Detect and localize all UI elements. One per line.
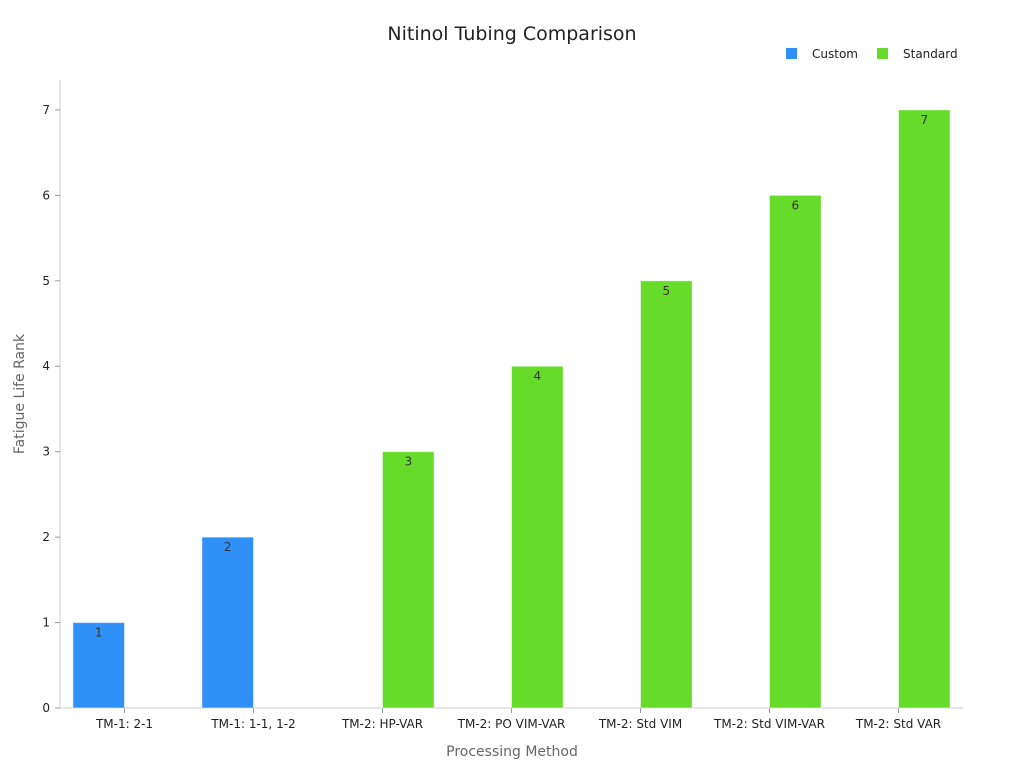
legend: Custom Standard (786, 47, 958, 61)
bar-value-label: 1 (95, 626, 103, 640)
y-tick-label: 5 (42, 274, 50, 288)
bar-standard (640, 280, 693, 709)
x-tick-label: TM-1: 2-1 (95, 717, 153, 731)
x-ticks: TM-1: 2-1 TM-1: 1-1, 1-2 TM-2: HP-VAR TM-2:… (95, 708, 941, 731)
legend-item-custom: Custom (786, 47, 858, 61)
x-tick-label: TM-2: PO VIM-VAR (457, 717, 566, 731)
x-axis-label: Processing Method (446, 744, 578, 760)
bar-standard (382, 451, 435, 709)
bar-custom (201, 536, 254, 709)
y-tick-label: 2 (42, 530, 50, 544)
bar-custom (72, 622, 125, 709)
legend-swatch (786, 48, 797, 59)
legend-swatch (877, 48, 888, 59)
x-tick-label: TM-1: 1-1, 1-2 (210, 717, 295, 731)
y-ticks: 0 1 2 3 4 5 6 7 (42, 103, 60, 715)
y-tick-label: 1 (42, 616, 50, 630)
y-tick-label: 4 (42, 359, 50, 373)
bar-value-label: 5 (662, 284, 670, 298)
bar-standard (898, 109, 951, 709)
y-tick-label: 0 (42, 701, 50, 715)
x-tick-label: TM-2: Std VIM (598, 717, 682, 731)
bars (72, 109, 951, 709)
bar-labels: 1 2 3 4 5 6 7 (95, 113, 928, 640)
legend-item-standard: Standard (877, 47, 958, 61)
bar-value-label: 4 (533, 369, 541, 383)
legend-label: Custom (812, 47, 858, 61)
y-tick-label: 6 (42, 188, 50, 202)
bar-value-label: 2 (224, 540, 232, 554)
chart-title: Nitinol Tubing Comparison (387, 23, 636, 45)
bar-value-label: 6 (791, 198, 799, 212)
x-tick-label: TM-2: Std VIM-VAR (713, 717, 825, 731)
legend-label: Standard (903, 47, 958, 61)
y-axis-label: Fatigue Life Rank (12, 333, 28, 454)
x-tick-label: TM-2: Std VAR (855, 717, 941, 731)
bar-value-label: 7 (920, 113, 928, 127)
y-tick-label: 3 (42, 445, 50, 459)
bar-value-label: 3 (404, 455, 412, 469)
bar-standard (769, 194, 822, 709)
bar-standard (511, 365, 564, 709)
x-tick-label: TM-2: HP-VAR (341, 717, 423, 731)
y-tick-label: 7 (42, 103, 50, 117)
